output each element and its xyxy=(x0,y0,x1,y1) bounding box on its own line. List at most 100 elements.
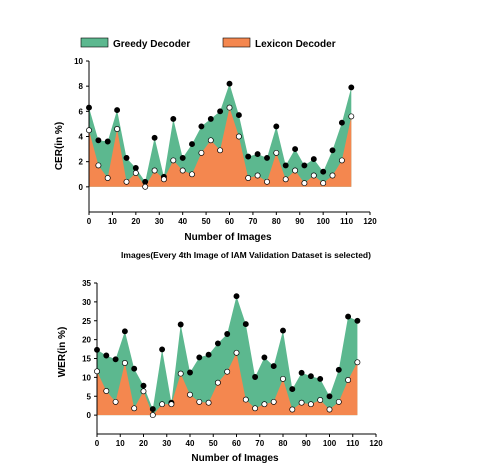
cer-point-greedy xyxy=(123,154,130,161)
wer-point-greedy xyxy=(233,293,240,300)
wer-x-tick-label: 70 xyxy=(255,439,264,448)
wer-point-greedy xyxy=(335,366,342,373)
wer-point-lexicon xyxy=(280,375,286,382)
cer-point-greedy xyxy=(189,141,195,148)
wer-x-tick-label: 50 xyxy=(209,439,218,448)
wer-point-lexicon xyxy=(168,401,175,408)
wer-point-greedy xyxy=(354,317,361,324)
wer-x-tick-label: 90 xyxy=(302,439,311,448)
wer-point-greedy xyxy=(149,406,156,413)
cer-point-greedy xyxy=(273,123,280,130)
cer-point-lexicon xyxy=(114,126,121,132)
cer-point-lexicon xyxy=(320,180,327,187)
wer-x-tick-label: 0 xyxy=(95,439,100,448)
cer-x-tick-label: 100 xyxy=(316,217,330,226)
wer-y-tick-label: 20 xyxy=(82,336,91,345)
wer-point-lexicon xyxy=(354,359,361,366)
wer-point-lexicon xyxy=(289,406,296,413)
wer-point-lexicon xyxy=(326,406,333,413)
cer-point-lexicon xyxy=(198,149,205,156)
cer-x-tick-label: 70 xyxy=(248,217,257,226)
cer-point-lexicon xyxy=(104,175,111,181)
cer-point-lexicon xyxy=(264,178,270,185)
cer-x-tick-label: 80 xyxy=(272,217,281,226)
cer-point-lexicon xyxy=(310,172,317,179)
cer-point-lexicon xyxy=(329,172,336,179)
cer-point-greedy xyxy=(348,84,355,91)
wer-area-greedy xyxy=(97,296,358,416)
wer-x-tick-label: 60 xyxy=(232,439,241,448)
cer-point-greedy xyxy=(245,153,252,160)
cer-x-tick-label: 40 xyxy=(178,217,187,226)
wer-y-tick-label: 0 xyxy=(87,411,92,420)
cer-point-greedy xyxy=(338,119,345,126)
wer-point-greedy xyxy=(94,346,100,353)
cer-point-lexicon xyxy=(217,147,224,154)
cer-point-greedy xyxy=(207,115,214,122)
wer-point-lexicon xyxy=(307,401,314,408)
wer-point-lexicon xyxy=(196,398,203,405)
wer-point-lexicon xyxy=(214,379,221,386)
wer-point-greedy xyxy=(112,356,119,363)
wer-areas xyxy=(97,296,358,416)
cer-y-tick-label: 8 xyxy=(79,82,84,91)
wer-y-tick-label: 30 xyxy=(82,298,91,307)
cer-point-greedy xyxy=(132,165,139,171)
cer-point-greedy xyxy=(292,146,299,153)
wer-x-tick-label: 80 xyxy=(279,439,288,448)
cer-point-greedy xyxy=(301,162,308,169)
wer-point-greedy xyxy=(103,352,110,359)
legend-swatch-lexicon xyxy=(222,37,251,48)
wer-point-greedy xyxy=(280,327,286,334)
wer-point-lexicon xyxy=(103,388,110,394)
cer-point-greedy xyxy=(86,104,92,111)
wer-y-tick-label: 15 xyxy=(82,355,91,364)
wer-point-lexicon xyxy=(121,360,128,366)
wer-point-lexicon xyxy=(140,388,147,395)
cer-point-lexicon xyxy=(207,137,214,144)
cer-point-lexicon xyxy=(245,175,252,181)
wer-y-tick-label: 10 xyxy=(82,373,91,382)
wer-point-greedy xyxy=(196,354,203,361)
cer-markers xyxy=(86,80,355,190)
cer-area-lexicon xyxy=(89,107,352,187)
cer-point-greedy xyxy=(264,154,270,161)
wer-point-lexicon xyxy=(159,401,166,408)
cer-point-greedy xyxy=(217,108,224,115)
wer-point-greedy xyxy=(289,386,296,393)
wer-point-lexicon xyxy=(233,349,240,356)
cer-point-greedy xyxy=(142,178,149,185)
cer-point-lexicon xyxy=(95,162,102,169)
cer-point-lexicon xyxy=(235,133,242,140)
wer-point-greedy xyxy=(121,328,128,335)
cer-y-tick-label: 0 xyxy=(79,183,84,192)
legend: Greedy Decoder Lexicon Decoder xyxy=(80,37,336,50)
cer-point-lexicon xyxy=(292,167,299,174)
wer-point-lexicon xyxy=(177,370,184,377)
cer-y-axis-label: CER(in %) xyxy=(54,122,65,170)
cer-point-lexicon xyxy=(142,183,149,190)
wer-point-greedy xyxy=(307,373,314,380)
cer-x-tick-label: 120 xyxy=(363,217,377,226)
cer-point-greedy xyxy=(226,80,233,87)
wer-point-lexicon xyxy=(270,398,277,405)
wer-point-lexicon xyxy=(261,401,268,408)
cer-x-tick-label: 10 xyxy=(108,217,117,226)
wer-point-greedy xyxy=(261,354,268,361)
cer-point-lexicon xyxy=(301,180,308,187)
cer-point-greedy xyxy=(179,154,186,161)
wer-x-tick-label: 20 xyxy=(139,439,148,448)
cer-area-greedy xyxy=(89,83,352,187)
cer-x-tick-label: 50 xyxy=(202,217,211,226)
wer-y-tick-label: 25 xyxy=(82,317,91,326)
wer-point-greedy xyxy=(131,365,138,372)
wer-point-greedy xyxy=(214,340,221,347)
cer-x-tick-label: 60 xyxy=(225,217,234,226)
wer-point-lexicon xyxy=(335,398,342,405)
cer-point-lexicon xyxy=(86,127,92,134)
cer-point-greedy xyxy=(282,162,289,169)
cer-point-lexicon xyxy=(282,176,289,183)
cer-point-lexicon xyxy=(338,157,345,164)
cer-point-greedy xyxy=(198,123,205,130)
